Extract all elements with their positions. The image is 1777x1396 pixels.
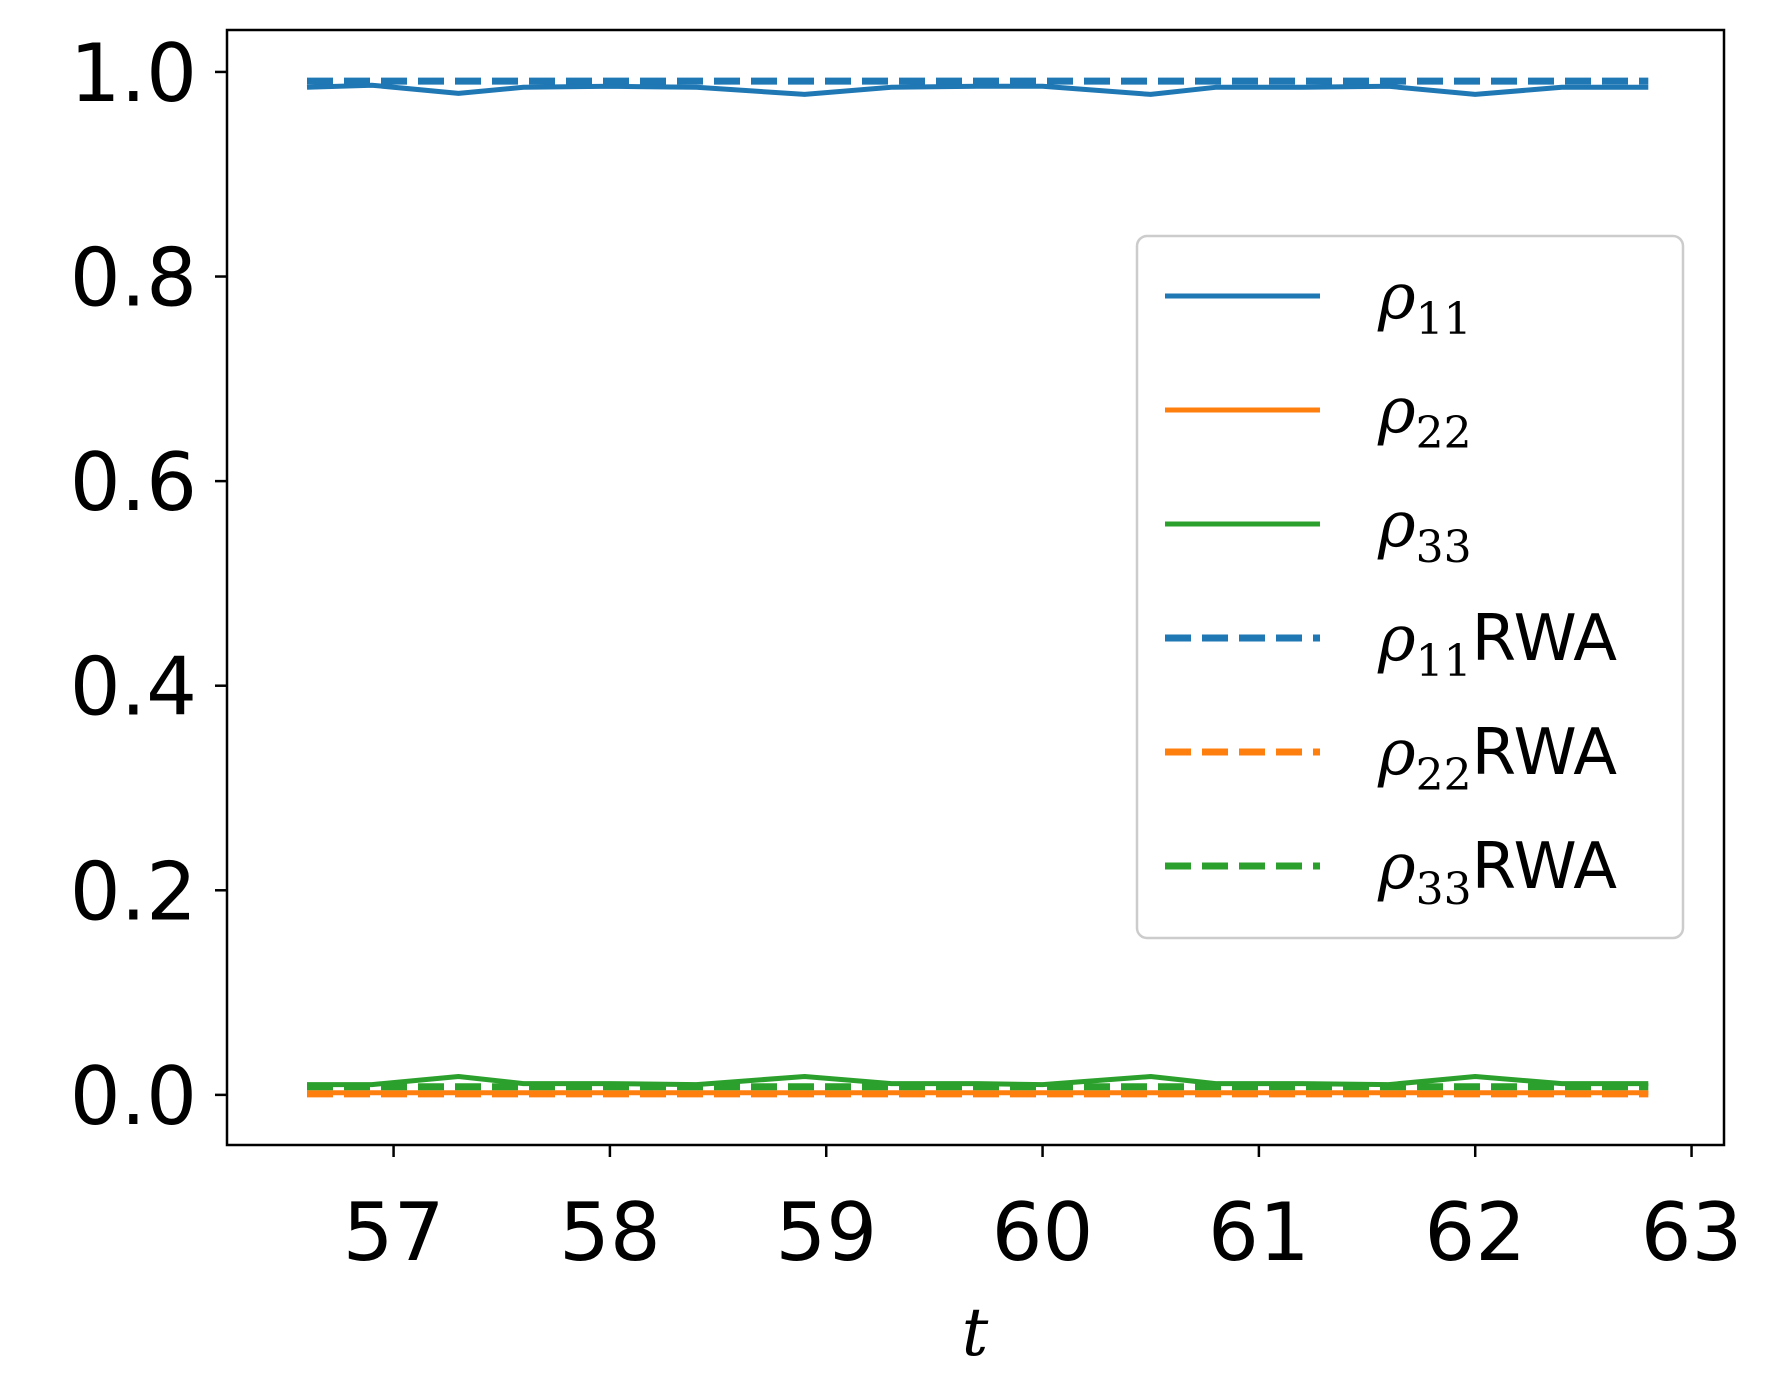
x-tick-label-61: 61: [1208, 1186, 1310, 1279]
y-tick-label-0-4: 0.4: [70, 641, 197, 734]
legend-label-4: ρ11RWA: [1377, 602, 1617, 687]
plot-frame: [225, 28, 1726, 1147]
x-tick-label-57: 57: [343, 1186, 445, 1279]
legend-label-1: ρ11: [1377, 260, 1472, 345]
y-tick-label-0-8: 0.8: [70, 232, 197, 325]
y-tick-label-0-6: 0.6: [70, 436, 197, 529]
series-line-1: [306, 82, 1649, 97]
y-axis: 0.0 0.2 0.4 0.6 0.8 1.0: [70, 27, 227, 1143]
y-tick-label-0-2: 0.2: [70, 845, 197, 938]
x-tick-label-60: 60: [992, 1186, 1094, 1279]
legend-label-6: ρ33RWA: [1377, 830, 1617, 915]
legend-label-3: ρ33: [1377, 488, 1472, 573]
x-tick-label-62: 62: [1424, 1186, 1526, 1279]
y-tick-label-1-0: 1.0: [70, 27, 197, 120]
legend: ρ11 ρ22 ρ33 ρ11RWA ρ22RWA ρ33RWA: [1135, 234, 1685, 940]
series-layer: [306, 77, 1649, 1098]
y-tick-label-0-0: 0.0: [70, 1050, 197, 1143]
x-tick-label-58: 58: [559, 1186, 661, 1279]
x-tick-label-63: 63: [1641, 1186, 1743, 1279]
x-axis-label: t: [962, 1294, 989, 1371]
x-axis: 57 58 59 60 61 62 63: [343, 1145, 1743, 1279]
legend-label-5: ρ22RWA: [1377, 716, 1617, 801]
x-tick-label-59: 59: [775, 1186, 877, 1279]
legend-label-2: ρ22: [1377, 374, 1472, 459]
